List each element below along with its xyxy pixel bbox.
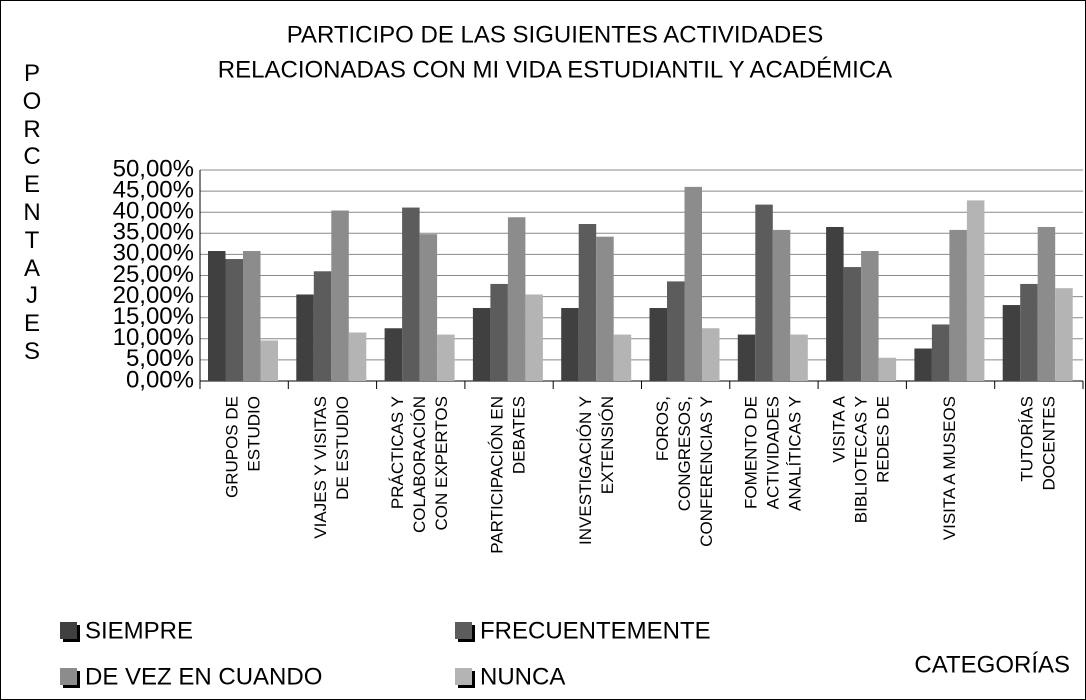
x-tick-label: CONGRESOS, [675, 396, 694, 511]
bar [296, 294, 314, 381]
y-tick-label: 40,00% [113, 198, 194, 225]
bar [402, 207, 420, 381]
legend-label: NUNCA [480, 663, 565, 690]
x-tick-label: INVESTIGACIÓN Y [576, 396, 595, 545]
bar [561, 307, 579, 381]
y-tick-label: 35,00% [113, 219, 194, 246]
y-tick-label: 25,00% [113, 261, 194, 288]
bar [348, 332, 367, 381]
bar [667, 281, 685, 381]
x-tick-label: FOMENTO DE [741, 396, 760, 509]
legend-label: SIEMPRE [85, 617, 193, 644]
bar [243, 251, 261, 381]
x-tick-label: VISITA A [830, 395, 849, 462]
bar [208, 251, 226, 381]
bar [490, 283, 508, 381]
bar [437, 334, 455, 381]
chart-title: PARTICIPO DE LAS SIGUIENTES ACTIVIDADES [287, 21, 824, 48]
x-tick-label: VIAJES Y VISITAS [311, 396, 330, 539]
y-tick-label: 10,00% [113, 324, 194, 351]
y-tick-label: 20,00% [113, 282, 194, 309]
x-tick-label: CON EXPERTOS [432, 396, 451, 530]
bar [1002, 305, 1021, 381]
bar [331, 210, 349, 381]
bar [384, 328, 403, 381]
bar [313, 271, 332, 381]
bar [649, 307, 667, 381]
bar [1020, 283, 1038, 381]
x-tick-label: COLABORACIÓN [410, 396, 429, 533]
legend-swatch [455, 622, 472, 639]
bar [843, 267, 862, 381]
bar [525, 294, 543, 381]
x-tick-label: VISITA A MUSEOS [940, 396, 959, 540]
x-tick-label: ESTUDIO [245, 396, 264, 472]
x-tick-label: ACTIVIDADES [763, 396, 782, 509]
x-tick-label: TUTORÍAS [1017, 396, 1036, 482]
bar [949, 229, 967, 381]
bar [684, 186, 702, 381]
legend-swatch [60, 622, 77, 639]
x-tick-label: REDES DE [874, 396, 893, 483]
x-tick-label: PRÁCTICAS Y [388, 396, 407, 509]
y-tick-label: 45,00% [113, 176, 194, 203]
x-tick-label: ANALÍTICAS Y [785, 396, 804, 511]
bar [507, 217, 526, 381]
x-tick-label: CONFERENCIAS Y [697, 396, 716, 547]
bar [772, 229, 791, 381]
y-tick-label: 15,00% [113, 303, 194, 330]
bar [931, 324, 950, 381]
bar [966, 200, 985, 381]
bar [861, 251, 879, 381]
x-tick-label: BIBLIOTECAS Y [852, 396, 871, 523]
bar [419, 234, 438, 381]
bar [613, 334, 632, 381]
y-tick-label: 30,00% [113, 240, 194, 267]
bar [260, 340, 278, 381]
legend-swatch [455, 668, 472, 685]
legend-label: DE VEZ EN CUANDO [85, 663, 322, 690]
x-tick-label: EXTENSIÓN [598, 396, 617, 494]
x-tick-label: FOROS, [653, 396, 672, 461]
bar [578, 224, 597, 381]
bar [826, 226, 844, 381]
x-tick-label: GRUPOS DE [223, 396, 242, 498]
y-axis-title: PORCENTAJES [22, 60, 42, 365]
chart-title: RELACIONADAS CON MI VIDA ESTUDIANTIL Y A… [218, 56, 892, 83]
legend-swatch [60, 668, 77, 685]
x-tick-label: PARTICIPACIÓN EN [488, 396, 507, 554]
bar [472, 307, 491, 381]
bar [702, 328, 720, 381]
x-axis-title: CATEGORÍAS [914, 651, 1070, 678]
bar [596, 236, 614, 381]
bar [1055, 288, 1073, 381]
x-tick-label: DEBATES [510, 396, 529, 474]
x-tick-label: DE ESTUDIO [333, 396, 352, 500]
y-tick-label: 5,00% [126, 345, 194, 372]
bar [225, 259, 243, 381]
y-tick-label: 50,00% [113, 155, 194, 182]
bar [914, 348, 932, 381]
bar [878, 357, 897, 381]
x-tick-label: DOCENTES [1039, 396, 1058, 490]
legend-label: FRECUENTEMENTE [480, 617, 711, 644]
y-tick-label: 0,00% [126, 366, 194, 393]
bar [1037, 226, 1056, 381]
bar [755, 204, 773, 381]
bar [737, 334, 756, 381]
bar [790, 334, 808, 381]
